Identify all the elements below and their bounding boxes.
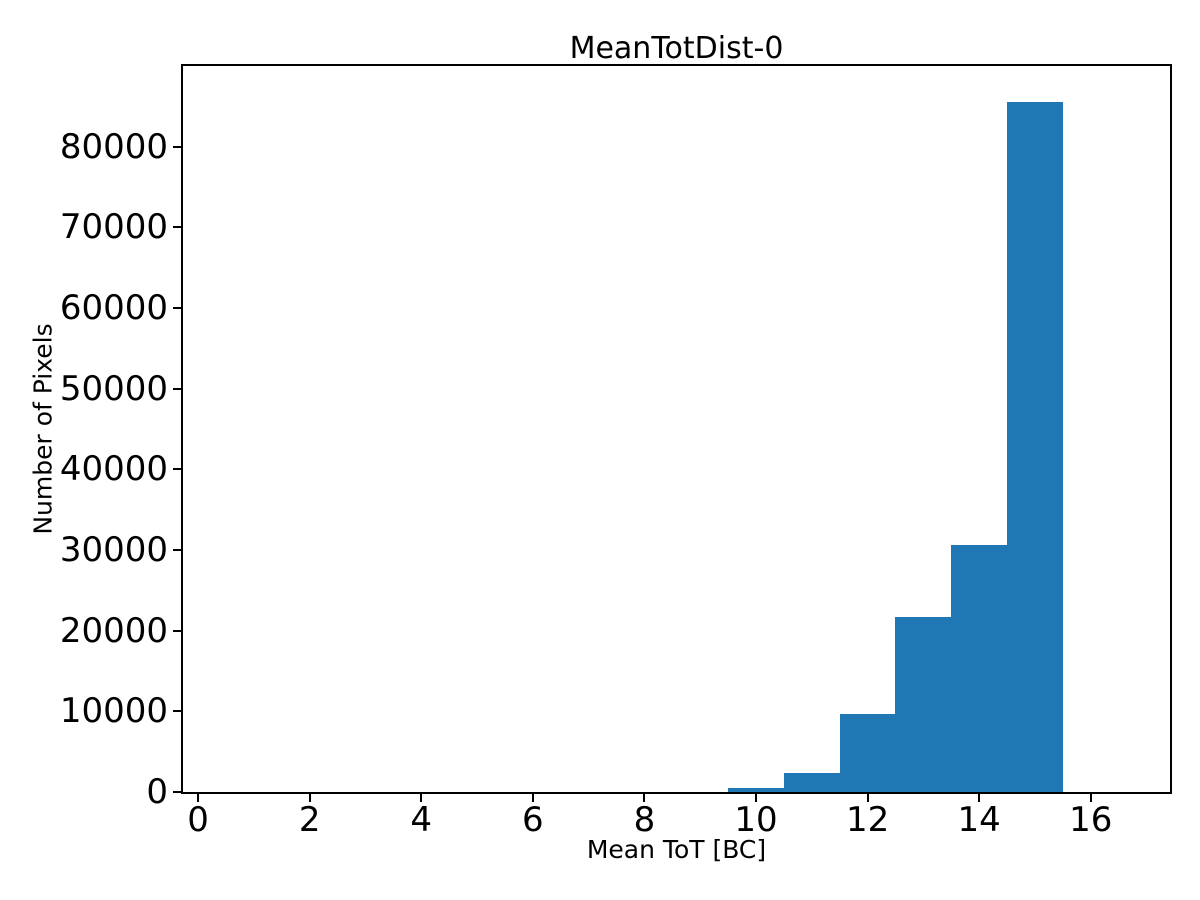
y-tick-mark: [173, 226, 181, 229]
x-tick-label: 0: [187, 800, 209, 840]
y-tick-label: 30000: [59, 530, 168, 570]
y-tick-mark: [173, 549, 181, 551]
y-tick-label: 70000: [59, 207, 168, 248]
x-tick-label: 12: [845, 800, 890, 840]
y-tick-mark: [173, 145, 181, 148]
x-tick-label: 6: [522, 800, 544, 840]
y-axis-label: Number of Pixels: [28, 323, 58, 535]
x-tick-label: 14: [957, 800, 1001, 840]
y-tick-mark: [173, 710, 181, 713]
y-tick-mark: [173, 791, 181, 793]
histogram-bar: [783, 772, 840, 792]
y-tick-label: 20000: [59, 610, 168, 651]
plot-area: 0 2 4 6 8 10 12 14 16 0 10000 20000 30000 40000 50000 6…: [60, 64, 1172, 837]
x-tick-label: 4: [410, 800, 433, 840]
x-tick-mark: [755, 794, 757, 802]
histogram-bar: [1007, 102, 1063, 792]
x-axis-label: Mean ToT [BC]: [586, 835, 767, 864]
x-tick-mark: [197, 794, 200, 802]
y-tick-label: 60000: [59, 288, 168, 328]
x-tick-mark: [978, 794, 981, 802]
y-tick-mark: [173, 387, 181, 390]
y-tick-mark: [173, 629, 181, 632]
x-tick-label: 2: [298, 800, 321, 840]
histogram-bar: [728, 787, 784, 792]
x-tick-label: 16: [1069, 800, 1113, 840]
y-tick-mark: [173, 468, 181, 471]
histogram-bar: [951, 545, 1008, 792]
x-tick-label: 10: [734, 800, 778, 840]
y-tick-label: 80000: [59, 126, 168, 167]
x-tick-label: 8: [633, 800, 656, 840]
x-tick-mark: [308, 794, 311, 802]
y-tick-label: 0: [146, 772, 168, 812]
x-tick-mark: [420, 794, 423, 802]
chart-title: MeanTotDist-0: [569, 31, 784, 66]
y-tick-mark: [173, 307, 181, 309]
histogram-bar: [895, 616, 952, 792]
x-tick-mark: [531, 794, 534, 802]
y-tick-label: 50000: [59, 368, 168, 409]
y-tick-label: 10000: [59, 691, 168, 732]
x-tick-mark: [1089, 794, 1092, 802]
y-tick-label: 40000: [59, 449, 168, 490]
x-tick-mark: [643, 794, 646, 802]
histogram-bar: [839, 714, 896, 792]
x-tick-mark: [866, 794, 869, 802]
